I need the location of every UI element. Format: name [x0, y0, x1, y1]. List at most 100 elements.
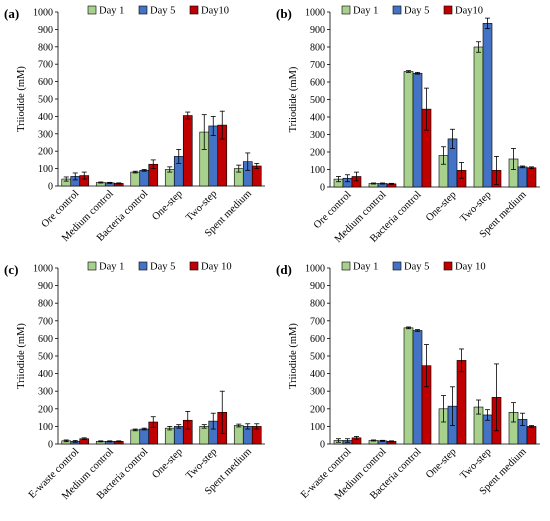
y-tick-label: 500: [310, 95, 325, 106]
x-tick-label: Two-step: [184, 446, 219, 481]
y-tick-label: 0: [320, 440, 325, 451]
y-tick-label: 100: [38, 422, 53, 433]
bar-day-10: [526, 426, 537, 445]
bar-day-5: [139, 170, 150, 187]
panel-label: (c): [4, 262, 18, 277]
bar-day-1: [164, 427, 175, 445]
y-tick-label: 500: [38, 95, 53, 106]
legend-label: Day 5: [150, 262, 175, 273]
y-tick-label: 1000: [33, 264, 53, 275]
y-tick-label: 0: [48, 182, 53, 193]
y-tick-label: 400: [38, 369, 53, 380]
y-tick-label: 300: [38, 129, 53, 140]
y-tick-label: 400: [310, 369, 325, 380]
legend-label: Day 10: [201, 262, 232, 273]
chart-panel-b: (b) Triiodide (mM) 0 100 200 300 400 500 600 700 8…: [276, 5, 540, 245]
y-tick-label: 400: [310, 113, 325, 124]
x-tick-label: One-step: [150, 446, 185, 481]
bar-day-5: [517, 166, 528, 188]
y-tick-label: 800: [310, 43, 325, 54]
x-tick-label: One-step: [424, 189, 459, 224]
legend-swatch: [341, 261, 351, 271]
y-tick-label: 200: [38, 147, 53, 158]
x-tick-label: One-step: [424, 446, 459, 481]
y-tick-label: 900: [38, 281, 53, 292]
y-tick-label: 800: [310, 299, 325, 310]
y-tick-label: 1000: [305, 8, 325, 19]
y-tick-label: 800: [38, 42, 53, 53]
y-tick-label: 0: [48, 440, 53, 451]
y-tick-label: 300: [310, 130, 325, 141]
y-tick-label: 400: [38, 112, 53, 123]
y-tick-label: 600: [310, 78, 325, 89]
legend-swatch: [138, 5, 148, 15]
bar-day-5: [173, 426, 184, 445]
y-tick-label: 600: [38, 77, 53, 88]
y-axis-title: Triiodide (mM): [288, 66, 299, 132]
chart-panel-d: (d) Triiodide (mM) 0 100 200 300 400 500 600 700 8…: [276, 261, 540, 502]
legend-swatch: [87, 5, 97, 15]
bar-day-5: [412, 72, 423, 188]
y-tick-label: 800: [38, 299, 53, 310]
legend-swatch: [341, 5, 351, 15]
y-tick-label: 500: [38, 352, 53, 363]
bar-day10: [182, 115, 193, 187]
y-tick-label: 700: [38, 60, 53, 71]
bar-day-1: [130, 171, 141, 187]
y-tick-label: 900: [310, 281, 325, 292]
x-tick-label: Two-step: [184, 188, 219, 223]
y-tick-label: 1000: [33, 8, 53, 19]
panel-label: (a): [4, 6, 19, 21]
legend-label: Day 5: [404, 6, 429, 17]
y-axis-title: Triiodide (mM): [16, 66, 27, 132]
bar-day10: [526, 167, 537, 188]
legend-swatch: [392, 261, 402, 271]
chart-panel-c: (c) Triiodide (mM) 0 100 200 300 400 500 600 700 8…: [4, 261, 265, 502]
bar-day-1: [233, 425, 244, 445]
y-tick-label: 600: [38, 334, 53, 345]
y-tick-label: 600: [310, 334, 325, 345]
panel-label: (b): [276, 6, 292, 21]
bar-day-1: [473, 46, 484, 188]
legend-label: Day10: [201, 6, 229, 17]
x-tick-label: Two-step: [458, 189, 493, 224]
y-tick-label: 200: [38, 404, 53, 415]
y-tick-label: 700: [310, 316, 325, 327]
legend-label: Day10: [455, 6, 483, 17]
legend-swatch: [87, 261, 97, 271]
legend-label: Day 1: [99, 6, 124, 17]
legend-swatch: [189, 261, 199, 271]
x-tick-label: Two-step: [458, 446, 493, 481]
y-axis-title: Triiodide (mM): [16, 323, 27, 389]
legend-swatch: [138, 261, 148, 271]
y-tick-label: 700: [310, 60, 325, 71]
chart-panel-a: (a) Triiodide (mM) 0 100 200 300 400 500 600 700 8…: [4, 5, 265, 244]
bar-day-1: [199, 426, 210, 445]
y-tick-label: 900: [310, 25, 325, 36]
y-tick-label: 200: [310, 148, 325, 159]
y-tick-label: 900: [38, 25, 53, 36]
y-axis-title: Triiodide (mM): [288, 323, 299, 389]
legend-swatch: [443, 261, 453, 271]
bar-day-5: [482, 23, 493, 188]
bar-day-10: [456, 360, 467, 445]
legend-label: Day 5: [150, 6, 175, 17]
y-tick-label: 100: [310, 165, 325, 176]
bar-day-5: [139, 428, 150, 445]
y-tick-label: 100: [38, 164, 53, 175]
panel-label: (d): [276, 262, 292, 277]
y-tick-label: 300: [38, 387, 53, 398]
legend-swatch: [189, 5, 199, 15]
y-tick-label: 300: [310, 387, 325, 398]
legend-label: Day 1: [353, 6, 378, 17]
bar-day-1: [130, 429, 141, 445]
bar-day-1: [403, 327, 414, 445]
y-tick-label: 700: [38, 316, 53, 327]
y-tick-label: 1000: [305, 264, 325, 275]
legend-label: Day 1: [353, 262, 378, 273]
bar-day-1: [403, 71, 414, 188]
legend-label: Day 10: [455, 262, 486, 273]
y-tick-label: 200: [310, 404, 325, 415]
